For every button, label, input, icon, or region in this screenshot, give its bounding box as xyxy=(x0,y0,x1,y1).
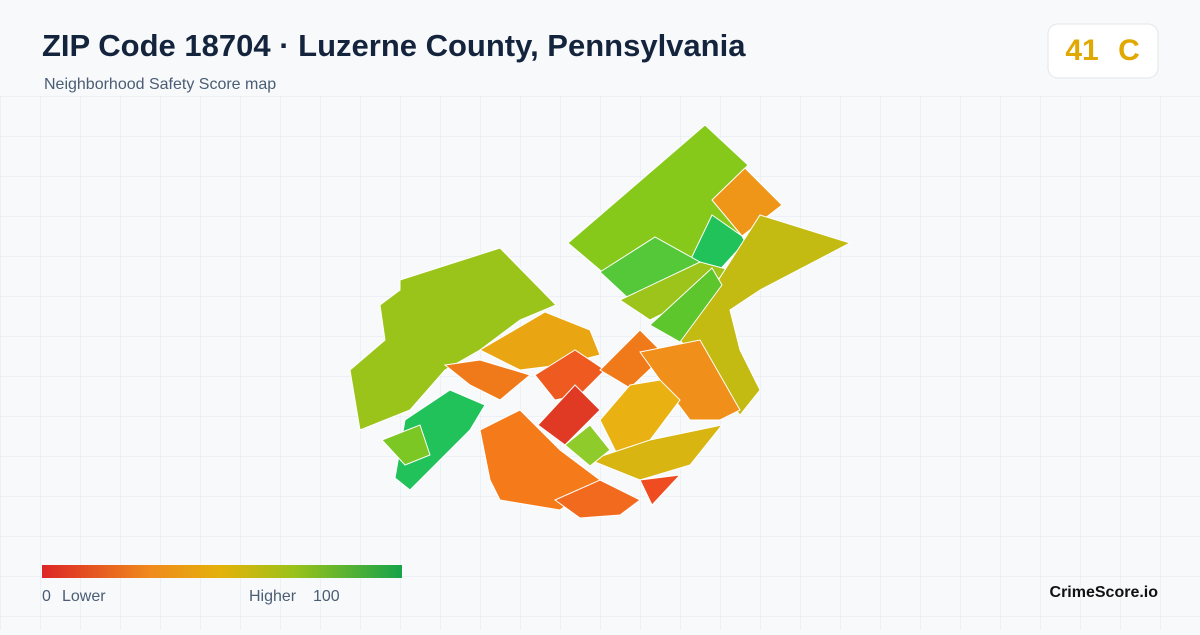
legend-gradient xyxy=(42,565,402,578)
tract xyxy=(534,349,606,401)
tract xyxy=(639,474,682,506)
tract xyxy=(394,389,486,491)
legend-max-label: Higher xyxy=(249,588,297,605)
title: ZIP Code 18704 · Luzerne County, Pennsyl… xyxy=(42,28,746,63)
tract xyxy=(381,424,431,466)
brand: CrimeScore.io xyxy=(1050,584,1159,601)
zip-map xyxy=(349,124,852,519)
tract xyxy=(537,384,601,446)
grade: C xyxy=(1118,34,1140,67)
legend-min: 0 xyxy=(42,588,51,605)
tract xyxy=(554,479,641,519)
tract xyxy=(349,247,557,431)
tract xyxy=(711,167,783,237)
tract xyxy=(564,424,611,467)
legend-min-label: Lower xyxy=(62,588,106,605)
score: 41 xyxy=(1065,34,1098,67)
grid-background xyxy=(0,96,1200,630)
tract xyxy=(443,359,532,401)
score-badge xyxy=(1047,23,1159,79)
subtitle: Neighborhood Safety Score map xyxy=(44,76,276,93)
tract xyxy=(588,424,724,481)
tract xyxy=(649,267,723,343)
tract xyxy=(679,214,852,416)
legend-max: 100 xyxy=(313,588,340,605)
